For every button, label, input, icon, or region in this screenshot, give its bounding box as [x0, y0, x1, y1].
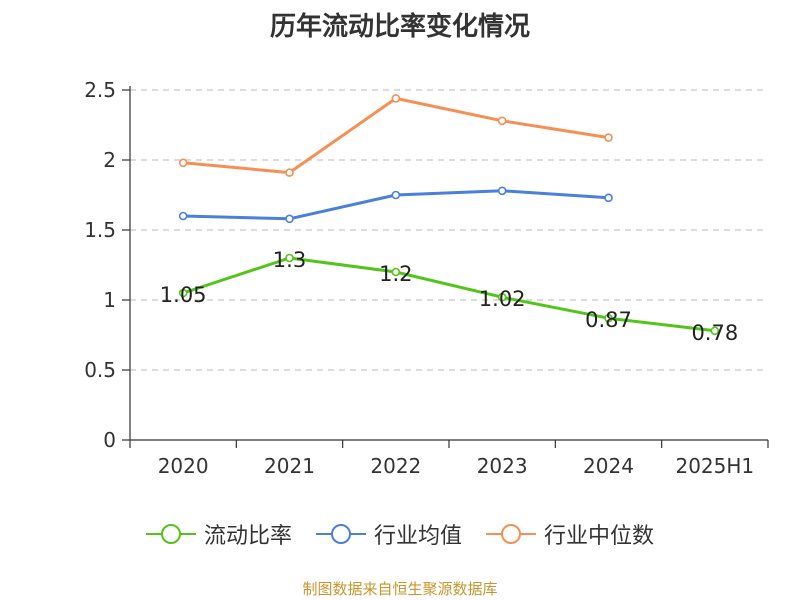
- grid-lines: [130, 89, 768, 371]
- data-point: [391, 267, 401, 277]
- data-point: [604, 313, 613, 323]
- data-point: [178, 158, 188, 168]
- x-tick-label: 2020: [158, 454, 209, 478]
- data-label: 1.3: [273, 248, 306, 272]
- data-point: [285, 214, 294, 224]
- data-point: [391, 190, 401, 200]
- source-note: 制图数据来自恒生聚源数据库: [302, 580, 498, 598]
- x-tick-label: 2024: [583, 454, 634, 478]
- legend-item-industry-median[interactable]: 行业中位数: [486, 518, 654, 550]
- legend-item-current-ratio[interactable]: 流动比率: [145, 518, 292, 550]
- y-tick-label: 1.5: [84, 218, 116, 242]
- data-point: [285, 168, 294, 177]
- axes: 0 0.5 1 1.5 2 2.5 2020 2021 2022 2023 2024 2025H1: [84, 78, 769, 478]
- series-line: [182, 256, 716, 333]
- legend-line-marker-icon: [486, 524, 536, 544]
- data-point: [604, 193, 613, 203]
- x-tick-label: 2022: [370, 454, 421, 478]
- legend-line-marker-icon: [145, 524, 196, 544]
- data-point: [178, 211, 188, 221]
- series-lines: [178, 94, 720, 336]
- legend-label: 流动比率: [203, 524, 292, 549]
- data-point: [604, 133, 613, 142]
- data-point: [391, 94, 401, 103]
- data-point: [497, 292, 507, 302]
- data-label: 0.78: [691, 321, 738, 345]
- data-point: [497, 116, 507, 126]
- data-labels: 1.05 1.3 1.2 1.02 0.87 0.78: [160, 248, 738, 345]
- x-tick-label: 2025H1: [675, 454, 754, 478]
- data-label: 1.02: [479, 287, 526, 311]
- legend-label: 行业中位数: [544, 524, 655, 549]
- y-tick-label: 1: [103, 288, 116, 312]
- y-tick-label: 0: [103, 428, 116, 452]
- legend-label: 行业均值: [373, 524, 462, 549]
- chart-title: 历年流动比率变化情况: [269, 12, 530, 42]
- series-line: [183, 96, 609, 175]
- data-point: [178, 288, 188, 298]
- y-tick-label: 2.5: [84, 78, 116, 102]
- legend-item-industry-mean[interactable]: 行业均值: [315, 518, 462, 550]
- data-point: [497, 186, 507, 196]
- y-tick-label: 2: [103, 148, 116, 172]
- data-label: 0.87: [585, 308, 632, 332]
- y-tick-label: 0.5: [84, 358, 116, 382]
- legend: 流动比率 行业均值 行业中位数: [0, 518, 800, 550]
- data-point: [710, 326, 720, 336]
- data-point: [285, 253, 294, 263]
- legend-line-marker-icon: [315, 524, 366, 544]
- data-label: 1.05: [160, 283, 207, 307]
- x-tick-label: 2021: [264, 454, 315, 478]
- x-tick-label: 2023: [477, 454, 528, 478]
- data-label: 1.2: [379, 262, 412, 286]
